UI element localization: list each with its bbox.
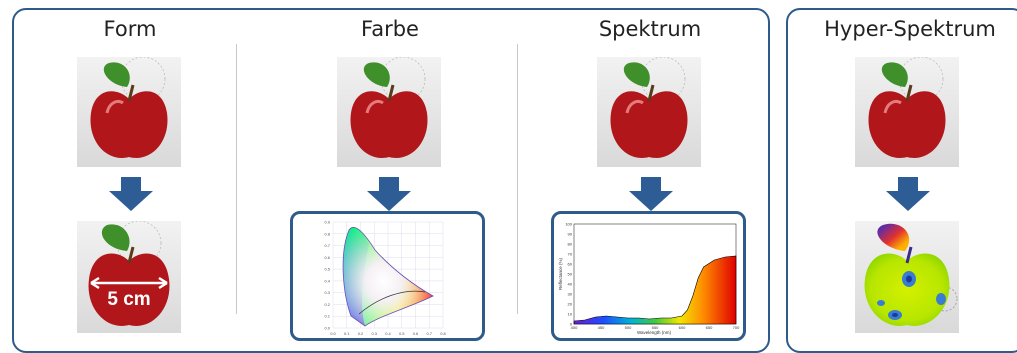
spectrum-ytick: 40: [568, 282, 573, 287]
spectrum-xtick: 700: [733, 325, 740, 330]
spectrum-area: [573, 255, 737, 325]
spectrum-ytick: 60: [568, 262, 573, 267]
down-arrow-icon: [367, 177, 411, 211]
cie-xtick: 0.5: [399, 331, 405, 336]
apple-image-hyper: [855, 56, 959, 167]
cie-ytick: 0.7: [324, 243, 330, 248]
down-arrow-icon: [629, 177, 673, 211]
cie-chromaticity-diagram: 0.0 0.1 0.2 0.3 0.4 0.5 0.6 0.7 0.8 0.0 0.1 0.2 0.3 0…: [324, 220, 446, 337]
title-hyper-spektrum: Hyper-Spektrum: [824, 17, 996, 41]
title-spektrum: Spektrum: [598, 17, 702, 41]
spectrum-ylabel: Reflectance (%): [558, 257, 563, 290]
spectrum-xtick: 500: [625, 325, 632, 330]
cie-ytick: 0.3: [324, 290, 330, 295]
cie-ytick: 0.5: [324, 267, 330, 272]
spectrum-ytick: 30: [568, 292, 573, 297]
spectrum-ytick: 70: [568, 252, 573, 257]
cie-ytick: 0.9: [324, 220, 330, 225]
cie-ytick: 0.8: [324, 231, 330, 236]
cie-xtick: 0.3: [371, 331, 377, 336]
title-form: Form: [103, 17, 157, 41]
cie-xtick: 0.8: [440, 331, 446, 336]
spectrum-xtick: 400: [571, 325, 578, 330]
cie-chart-frame: 0.0 0.1 0.2 0.3 0.4 0.5 0.6 0.7 0.8 0.0 0.1 0.2 0.3 0…: [290, 211, 485, 341]
spectrum-ytick: 10: [568, 312, 573, 317]
cie-xtick: 0.6: [413, 331, 419, 336]
cie-ytick: 0.0: [324, 326, 330, 331]
measure-label: 5 cm: [107, 289, 151, 310]
cie-xtick: 0.4: [385, 331, 391, 336]
spectrum-ytick: 100: [565, 222, 572, 227]
reflectance-spectrum-chart: 400 450 500 550 600 650 700 0 10 20 30 40 50 60 70 80 90…: [558, 222, 740, 336]
cie-xtick: 0.7: [426, 331, 432, 336]
down-arrow-icon: [109, 177, 153, 211]
down-arrow-icon: [886, 177, 930, 211]
spectrum-ytick: 0: [570, 322, 573, 327]
cie-tick-labels: 0.0 0.1 0.2 0.3 0.4 0.5 0.6 0.7 0.8 0.0 0.1 0.2 0.3 0…: [324, 220, 446, 337]
spectrum-ytick: 80: [568, 242, 573, 247]
title-farbe: Farbe: [361, 17, 419, 41]
divider-2: [517, 44, 518, 314]
cie-xtick: 0.0: [330, 331, 336, 336]
hyperspectral-apple-image: [855, 221, 959, 333]
divider-1: [236, 44, 237, 314]
cie-xtick: 0.1: [344, 331, 350, 336]
apple-image-form: [77, 56, 181, 167]
spectrum-xtick: 550: [652, 325, 659, 330]
spectrum-xtick: 450: [598, 325, 605, 330]
apple-measured-image: 5 cm: [77, 220, 181, 333]
cie-ytick: 0.1: [324, 314, 330, 319]
spectrum-xlabel: Wavelength (nm): [637, 330, 672, 335]
apple-image-spektrum: [597, 56, 701, 167]
apple-image-farbe: [337, 56, 441, 167]
spectrum-ytick: 20: [568, 302, 573, 307]
spectrum-ytick: 90: [568, 232, 573, 237]
cie-ytick: 0.4: [324, 278, 330, 283]
spectrum-tick-labels: 400 450 500 550 600 650 700 0 10 20 30 40 50 60 70 80 90…: [565, 222, 740, 331]
spectrum-xtick: 600: [679, 325, 686, 330]
spectrum-chart-frame: 400 450 500 550 600 650 700 0 10 20 30 40 50 60 70 80 90…: [551, 211, 746, 341]
cie-xtick: 0.2: [358, 331, 364, 336]
spectrum-xtick: 650: [706, 325, 713, 330]
cie-ytick: 0.6: [324, 255, 330, 260]
spectrum-ytick: 50: [568, 272, 573, 277]
cie-ytick: 0.2: [324, 302, 330, 307]
